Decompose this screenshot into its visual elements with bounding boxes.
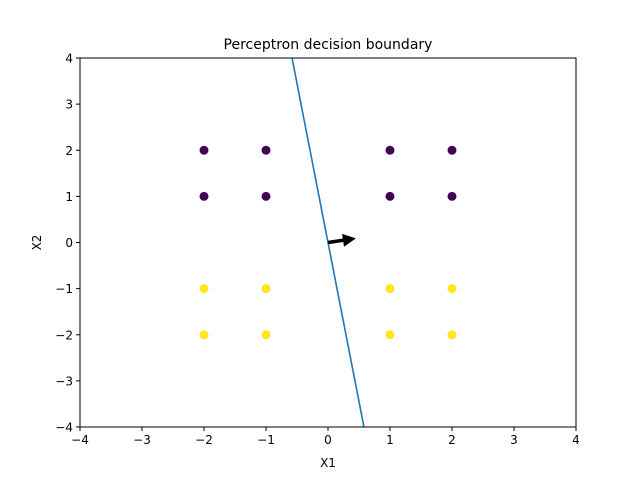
- scatter-point-s1-0: [199, 284, 209, 294]
- axis-ticks: −4 −3 −2 −1 0 1 2 3 4 −4 −3 −2 −1 0 1 2 3 4: [55, 52, 580, 448]
- y-tick-label-6: 2: [65, 144, 73, 158]
- x-tick-label-0: −4: [71, 433, 89, 447]
- x-tick-label-2: −2: [195, 433, 213, 447]
- scatter-point-s1-3: [447, 284, 457, 294]
- y-tick-label-5: 1: [65, 190, 73, 204]
- chart-title: Perceptron decision boundary: [224, 37, 433, 53]
- scatter-point-s0-3: [447, 145, 457, 155]
- x-tick-label-7: 3: [510, 433, 518, 447]
- scatter-point-s0-7: [447, 191, 457, 201]
- y-tick-label-1: −3: [55, 374, 73, 388]
- x-axis-label: X1: [320, 456, 336, 470]
- x-tick-label-8: 4: [572, 433, 580, 447]
- scatter-point-s0-4: [199, 191, 209, 201]
- x-tick-label-4: 0: [324, 433, 332, 447]
- y-tick-label-8: 4: [65, 52, 73, 66]
- scatter-point-s1-1: [261, 284, 271, 294]
- y-tick-label-4: 0: [65, 236, 73, 250]
- scatter-point-s1-2: [385, 284, 395, 294]
- weight-vector-arrow: [327, 233, 356, 247]
- scatter-point-s1-6: [385, 330, 395, 340]
- scatter-point-s1-5: [261, 330, 271, 340]
- scatter-point-s1-4: [199, 330, 209, 340]
- x-tick-label-5: 1: [386, 433, 394, 447]
- plot-area: [199, 58, 457, 427]
- y-tick-label-7: 3: [65, 98, 73, 112]
- x-tick-label-3: −1: [257, 433, 275, 447]
- scatter-point-s0-1: [261, 145, 271, 155]
- axes-frame: [79, 57, 577, 428]
- scatter-point-s0-5: [261, 191, 271, 201]
- scatter-point-s0-0: [199, 145, 209, 155]
- y-tick-label-2: −2: [55, 328, 73, 342]
- y-tick-label-0: −4: [55, 421, 73, 435]
- scatter-point-s0-6: [385, 191, 395, 201]
- y-axis-label: X2: [30, 235, 44, 251]
- y-tick-label-3: −1: [55, 282, 73, 296]
- scatter-point-s1-7: [447, 330, 457, 340]
- x-tick-label-6: 2: [448, 433, 456, 447]
- scatter-point-s0-2: [385, 145, 395, 155]
- x-tick-label-1: −3: [133, 433, 151, 447]
